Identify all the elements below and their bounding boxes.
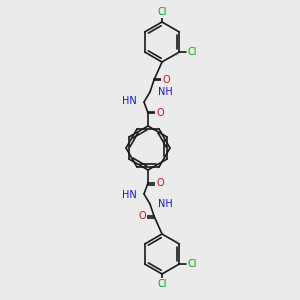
Text: O: O — [138, 211, 146, 221]
Text: NH: NH — [158, 199, 173, 209]
Text: O: O — [156, 178, 164, 188]
Text: NH: NH — [158, 87, 173, 97]
Text: O: O — [162, 75, 170, 85]
Text: Cl: Cl — [157, 279, 167, 289]
Text: Cl: Cl — [188, 47, 197, 57]
Text: Cl: Cl — [157, 7, 167, 17]
Text: HN: HN — [122, 96, 137, 106]
Text: Cl: Cl — [188, 259, 197, 269]
Text: HN: HN — [122, 190, 137, 200]
Text: O: O — [156, 108, 164, 118]
